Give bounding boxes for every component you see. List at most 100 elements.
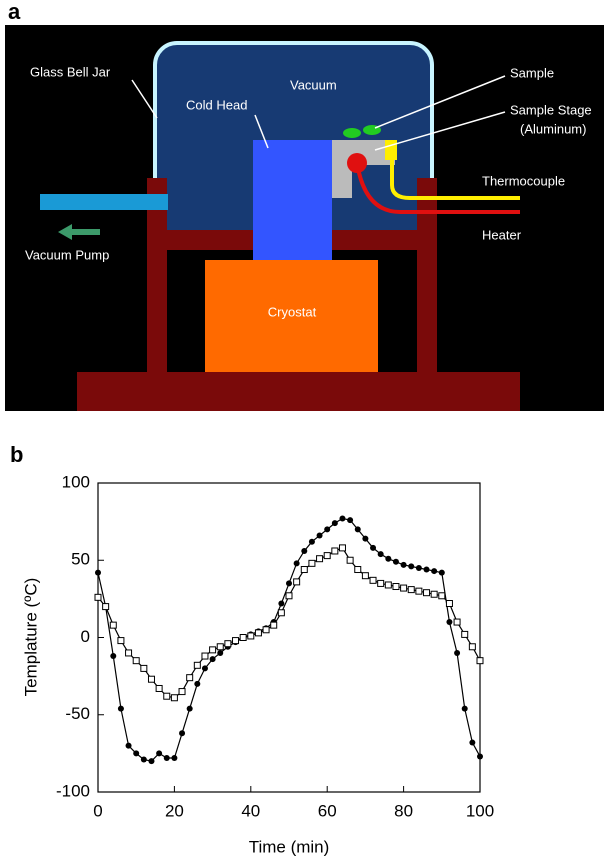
point [293,560,300,567]
point [102,603,110,611]
point [324,526,331,533]
point [385,555,392,562]
point [408,563,415,570]
point [163,692,171,700]
point [361,572,369,580]
point [254,629,262,637]
pump-arrow [58,224,100,240]
point [453,618,461,626]
point [384,581,392,589]
point [301,547,308,554]
point [163,755,170,762]
point [109,621,117,629]
point [316,555,324,563]
point [170,694,178,702]
y-tick-label: 0 [81,627,90,646]
point [217,649,224,656]
point [178,688,186,696]
point [400,584,408,592]
series-line [97,517,481,762]
point [224,640,232,648]
point [247,632,255,640]
point [415,587,423,595]
point [423,589,431,597]
point [277,609,285,617]
thermocouple-wire [390,160,520,200]
point [155,684,163,692]
point [461,705,468,712]
cryostat [205,260,378,372]
point [171,755,178,762]
point [347,517,354,524]
series-line [97,547,481,699]
leader-lines [131,75,506,151]
point [147,675,155,683]
point [377,579,385,587]
leader-line [374,75,506,129]
point [346,556,354,564]
point [454,649,461,656]
heater-wire [355,162,520,214]
point [194,680,201,687]
point [125,742,132,749]
point [300,566,308,574]
cold-head [253,140,332,260]
point [110,653,117,660]
point [415,564,422,571]
point [216,643,224,651]
point [308,538,315,545]
y-axis-label: Templature (ºC) [21,578,40,697]
point [430,590,438,598]
point [186,674,194,682]
point [232,637,240,645]
point [323,552,331,560]
panel-letter: b [10,442,23,467]
label: Thermocouple [482,173,565,188]
plot-frame [97,482,481,793]
point [354,566,362,574]
x-tick-label: 100 [466,801,494,820]
point [308,559,316,567]
point [270,621,278,629]
point [438,569,445,576]
y-tick-label: 100 [62,472,90,491]
point [400,561,407,568]
point [117,637,125,645]
point [201,665,208,672]
point [469,739,476,746]
point [94,593,102,601]
point [369,576,377,584]
leader-line [254,114,269,149]
point [354,526,361,533]
thermocouple-tip [385,140,397,160]
point [477,753,483,760]
point [476,657,484,665]
label: Sample [510,65,554,80]
label: Vacuum [290,77,337,92]
label: Heater [482,227,522,242]
point [262,626,270,634]
point [331,547,339,555]
point [95,569,101,576]
point [293,578,301,586]
point [423,566,430,573]
point [239,634,247,641]
point [148,758,155,765]
x-tick-label: 20 [165,801,184,820]
point [201,652,209,660]
point [278,600,285,607]
sample [343,128,361,138]
point [209,646,217,654]
point [316,532,323,539]
point [377,551,384,558]
point [179,730,186,737]
frame-post [147,178,167,376]
point [446,619,453,626]
point [370,544,377,551]
leader-line [131,79,158,119]
point [132,657,140,665]
point [338,544,346,552]
point [285,592,293,600]
point [445,600,453,608]
